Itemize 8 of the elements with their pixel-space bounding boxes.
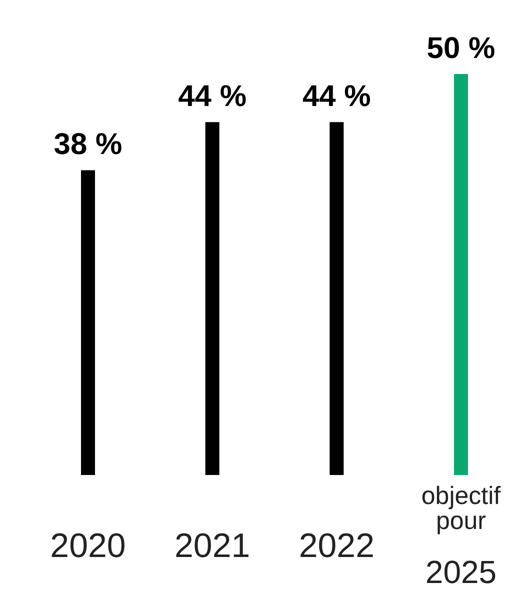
x-tick-label: 2021: [174, 527, 250, 565]
x-tick-label: objectif pour 2025: [421, 482, 501, 590]
data-label: 50 %: [426, 32, 496, 65]
x-tick-label: 2020: [50, 527, 126, 565]
x-tick-label: 2022: [298, 527, 374, 565]
data-label: 44 %: [178, 80, 247, 114]
data-label: 38 %: [54, 128, 122, 162]
data-label: 44 %: [302, 80, 371, 114]
